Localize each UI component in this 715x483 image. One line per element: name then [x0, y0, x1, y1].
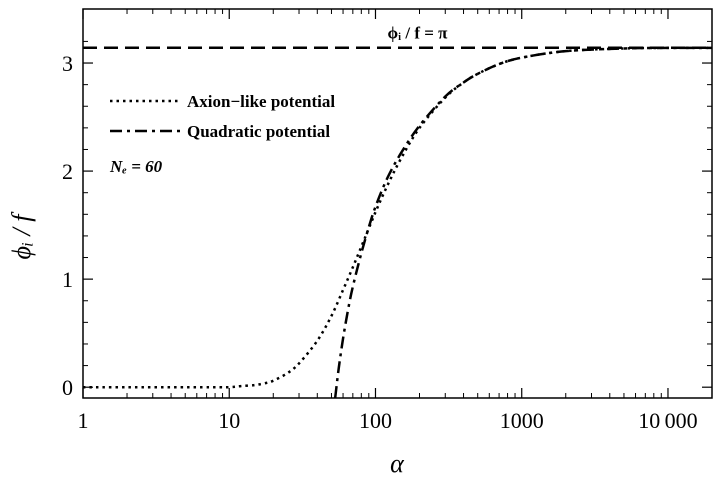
y-tick-label: 1	[62, 267, 73, 292]
legend-label-quadratic: Quadratic potential	[187, 122, 330, 141]
series-layer	[82, 46, 713, 399]
reference-line-label: ϕᵢ / f = π	[387, 24, 448, 43]
x-tick-label: 10	[218, 408, 240, 433]
y-tick-label: 3	[62, 51, 73, 76]
y-axis-label: ϕᵢ / f	[7, 211, 36, 260]
x-tick-label: 10 000	[638, 408, 697, 433]
x-tick-label: 1000	[500, 408, 544, 433]
x-tick-label: 100	[359, 408, 392, 433]
x-axis-label: α	[390, 449, 405, 478]
x-tick-label: 1	[78, 408, 89, 433]
legend: Axion−like potential Quadratic potential	[110, 92, 335, 141]
y-tick-label: 2	[62, 159, 73, 184]
legend-label-axion: Axion−like potential	[187, 92, 335, 111]
plot-frame	[82, 8, 713, 399]
series-line-axion	[82, 46, 713, 389]
efolds-annotation: Nₑ = 60	[109, 157, 163, 176]
y-tick-label: 0	[62, 375, 73, 400]
series-line-quadratic	[333, 46, 713, 399]
